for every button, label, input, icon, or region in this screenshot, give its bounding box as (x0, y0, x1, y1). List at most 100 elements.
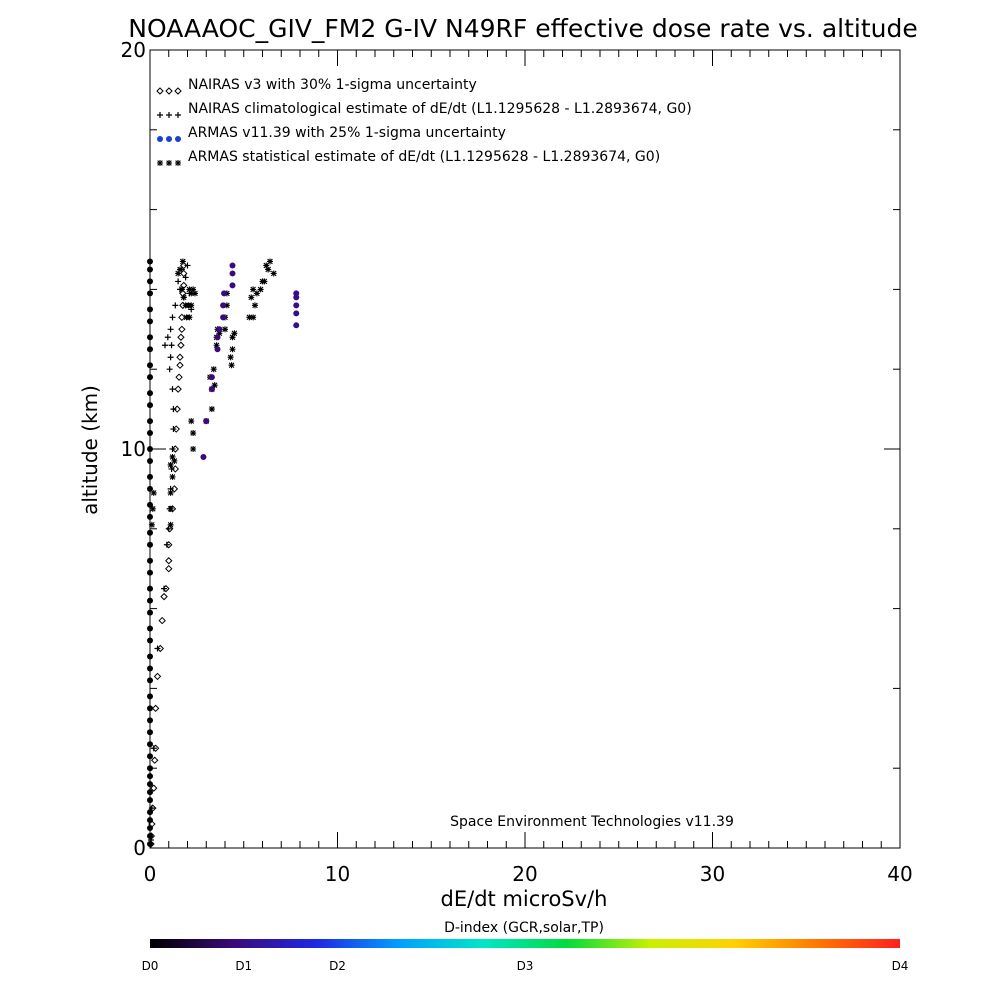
data-point (208, 406, 215, 413)
data-point (263, 262, 270, 269)
data-point (216, 326, 223, 333)
legend-marker (166, 112, 172, 118)
x-tick-label: 40 (887, 862, 912, 886)
data-point (154, 645, 161, 652)
colorbar-tick-label: D2 (329, 959, 346, 973)
y-axis-label: altitude (km) (78, 385, 102, 515)
legend-marker (175, 160, 181, 166)
data-point (246, 314, 253, 321)
data-point (164, 334, 171, 341)
data-point (222, 326, 228, 333)
legend-marker (175, 112, 181, 118)
data-point (147, 797, 153, 804)
data-point (223, 302, 230, 309)
data-point (149, 505, 156, 512)
data-point (147, 609, 153, 616)
data-point (147, 841, 153, 848)
series-asterisk (148, 258, 277, 528)
credit-annotation: Space Environment Technologies v11.39 (450, 814, 734, 830)
x-tick-label: 30 (700, 862, 725, 886)
data-point (172, 425, 180, 433)
data-point (214, 346, 221, 353)
data-point (265, 266, 272, 273)
data-point (257, 286, 264, 293)
data-point (147, 485, 153, 492)
data-point (175, 270, 182, 277)
data-point (216, 330, 223, 337)
y-tick-label: 10 (121, 437, 146, 461)
data-point (160, 592, 168, 601)
legend-marker (157, 160, 163, 166)
data-point (221, 290, 228, 297)
data-point (250, 286, 257, 293)
legend-label: NAIRAS v3 with 30% 1-sigma uncertainty (188, 77, 477, 93)
data-point (158, 616, 166, 625)
data-point (175, 373, 183, 381)
plot-frame (149, 49, 901, 849)
data-point (147, 541, 153, 548)
data-point (169, 314, 176, 321)
colorbar (150, 939, 900, 948)
data-point (167, 489, 174, 496)
data-point (147, 457, 153, 464)
data-point (180, 294, 187, 301)
data-point (147, 773, 153, 780)
data-point (231, 330, 238, 337)
data-point (147, 446, 153, 452)
data-point (147, 258, 153, 265)
series-diamond (147, 261, 188, 848)
data-point (147, 473, 153, 480)
data-point (188, 418, 195, 425)
data-point (192, 290, 198, 297)
data-point (147, 334, 153, 341)
data-point (180, 281, 188, 290)
data-point (179, 258, 186, 265)
data-point (169, 446, 176, 452)
data-point (248, 294, 255, 301)
legend-label: ARMAS statistical estimate of dE/dt (L1.… (188, 149, 660, 165)
legend-marker (165, 87, 173, 95)
data-point (171, 445, 180, 453)
legend: NAIRAS v3 with 30% 1-sigma uncertainty NA… (156, 77, 692, 166)
data-point (188, 302, 195, 309)
data-point (156, 644, 165, 653)
data-point (293, 290, 300, 297)
data-point (186, 314, 193, 321)
data-point (147, 278, 153, 285)
data-point (252, 302, 258, 309)
data-point (270, 270, 277, 277)
colorbar-tick-label: D1 (235, 959, 252, 973)
legend-marker (157, 136, 163, 142)
legend-label: ARMAS v11.39 with 25% 1-sigma uncertaint… (188, 125, 506, 141)
data-point (186, 286, 193, 293)
data-point (177, 341, 185, 349)
data-point (147, 306, 153, 313)
data-point (176, 361, 184, 369)
data-point (147, 717, 153, 724)
data-point (259, 278, 266, 285)
data-point (253, 290, 260, 297)
data-point (211, 382, 218, 389)
data-point (229, 346, 236, 353)
data-point (166, 366, 173, 373)
data-point (147, 781, 153, 788)
data-point (229, 334, 236, 341)
data-point (190, 446, 197, 452)
data-point (178, 286, 185, 293)
data-point (147, 825, 153, 832)
colorbar-title: D-index (GCR,solar,TP) (444, 920, 604, 936)
data-point (227, 354, 234, 361)
chart-title: NOAAAOC_GIV_FM2 G-IV N49RF effective dos… (128, 14, 917, 43)
data-point (167, 521, 174, 528)
data-point (213, 342, 220, 349)
data-point (228, 362, 235, 369)
data-point (188, 290, 195, 297)
data-point (190, 430, 197, 437)
data-point (161, 585, 168, 592)
data-point (200, 453, 207, 460)
data-point (293, 310, 300, 317)
data-point (169, 386, 176, 393)
data-point (147, 318, 153, 325)
data-point (147, 418, 153, 425)
data-point (169, 473, 176, 480)
